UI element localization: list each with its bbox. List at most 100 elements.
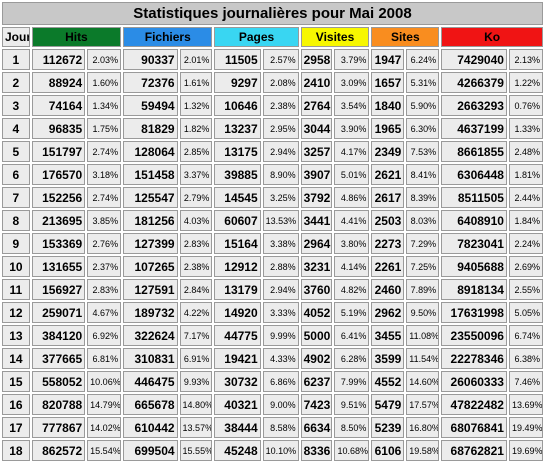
pages-percent-cell: 9.99% bbox=[262, 325, 299, 346]
pages-value-cell: 60607 bbox=[214, 210, 261, 231]
hits-percent-cell: 1.60% bbox=[87, 72, 122, 93]
ko-value-cell: 4637199 bbox=[441, 118, 507, 139]
hits-percent-cell: 3.18% bbox=[87, 164, 122, 185]
ko-value-cell: 7823041 bbox=[441, 233, 507, 254]
hits-percent-cell: 15.54% bbox=[87, 440, 122, 461]
ko-value-cell: 8511505 bbox=[441, 187, 507, 208]
sites-percent-cell: 7.53% bbox=[406, 141, 440, 162]
pages-value-cell: 30732 bbox=[214, 371, 261, 392]
pages-percent-cell: 8.58% bbox=[262, 417, 299, 438]
table-row: 8 213695 3.85% 181256 4.03% 60607 13.53% 3441 4.… bbox=[2, 210, 543, 231]
pages-percent-cell: 6.86% bbox=[262, 371, 299, 392]
table-row: 14 377665 6.81% 310831 6.91% 19421 4.33% 4902 6.… bbox=[2, 348, 543, 369]
ko-percent-cell: 1.81% bbox=[508, 164, 543, 185]
visites-value-cell: 4902 bbox=[300, 348, 333, 369]
day-cell: 10 bbox=[2, 256, 30, 277]
hits-value-cell: 88924 bbox=[31, 72, 86, 93]
fichiers-percent-cell: 6.91% bbox=[179, 348, 213, 369]
pages-percent-cell: 3.33% bbox=[262, 302, 299, 323]
sites-value-cell: 1840 bbox=[371, 95, 405, 116]
table-row: 5 151797 2.74% 128064 2.85% 13175 2.94% 3257 4.1… bbox=[2, 141, 543, 162]
hits-percent-cell: 3.85% bbox=[87, 210, 122, 231]
fichiers-value-cell: 665678 bbox=[123, 394, 178, 415]
ko-percent-cell: 7.46% bbox=[508, 371, 543, 392]
fichiers-percent-cell: 2.38% bbox=[179, 256, 213, 277]
sites-value-cell: 2261 bbox=[371, 256, 405, 277]
fichiers-percent-cell: 14.80% bbox=[179, 394, 213, 415]
fichiers-value-cell: 446475 bbox=[123, 371, 178, 392]
fichiers-percent-cell: 2.01% bbox=[179, 49, 213, 70]
hits-percent-cell: 6.81% bbox=[87, 348, 122, 369]
sites-percent-cell: 14.60% bbox=[406, 371, 440, 392]
ko-value-cell: 9405688 bbox=[441, 256, 507, 277]
pages-value-cell: 19421 bbox=[214, 348, 261, 369]
fichiers-percent-cell: 2.85% bbox=[179, 141, 213, 162]
table-row: 18 862572 15.54% 699504 15.55% 45248 10.10% 833… bbox=[2, 440, 543, 461]
fichiers-value-cell: 310831 bbox=[123, 348, 178, 369]
hits-percent-cell: 2.03% bbox=[87, 49, 122, 70]
pages-percent-cell: 2.94% bbox=[262, 141, 299, 162]
fichiers-value-cell: 125547 bbox=[123, 187, 178, 208]
pages-value-cell: 14545 bbox=[214, 187, 261, 208]
fichiers-percent-cell: 7.17% bbox=[179, 325, 213, 346]
fichiers-percent-cell: 13.57% bbox=[179, 417, 213, 438]
pages-value-cell: 13179 bbox=[214, 279, 261, 300]
hits-value-cell: 213695 bbox=[31, 210, 86, 231]
sites-percent-cell: 7.89% bbox=[406, 279, 440, 300]
day-cell: 15 bbox=[2, 371, 30, 392]
table-row: 1 112672 2.03% 90337 2.01% 11505 2.57% 2958 3.79… bbox=[2, 49, 543, 70]
day-cell: 16 bbox=[2, 394, 30, 415]
sites-percent-cell: 16.80% bbox=[406, 417, 440, 438]
day-cell: 5 bbox=[2, 141, 30, 162]
day-cell: 18 bbox=[2, 440, 30, 461]
fichiers-percent-cell: 1.61% bbox=[179, 72, 213, 93]
day-cell: 6 bbox=[2, 164, 30, 185]
hits-value-cell: 777867 bbox=[31, 417, 86, 438]
pages-percent-cell: 4.33% bbox=[262, 348, 299, 369]
ko-percent-cell: 2.69% bbox=[508, 256, 543, 277]
day-cell: 14 bbox=[2, 348, 30, 369]
visites-value-cell: 3760 bbox=[300, 279, 333, 300]
visites-value-cell: 2958 bbox=[300, 49, 333, 70]
fichiers-value-cell: 90337 bbox=[123, 49, 178, 70]
sites-value-cell: 3455 bbox=[371, 325, 405, 346]
sites-value-cell: 4552 bbox=[371, 371, 405, 392]
hits-percent-cell: 2.76% bbox=[87, 233, 122, 254]
ko-percent-cell: 1.22% bbox=[508, 72, 543, 93]
visites-percent-cell: 3.09% bbox=[334, 72, 370, 93]
pages-value-cell: 11505 bbox=[214, 49, 261, 70]
pages-percent-cell: 10.10% bbox=[262, 440, 299, 461]
visites-value-cell: 4052 bbox=[300, 302, 333, 323]
hits-value-cell: 112672 bbox=[31, 49, 86, 70]
hits-percent-cell: 1.75% bbox=[87, 118, 122, 139]
table-row: 7 152256 2.74% 125547 2.79% 14545 3.25% 3792 4.8… bbox=[2, 187, 543, 208]
pages-percent-cell: 2.94% bbox=[262, 279, 299, 300]
fichiers-percent-cell: 2.84% bbox=[179, 279, 213, 300]
header-visites: Visites bbox=[300, 27, 370, 47]
pages-percent-cell: 3.25% bbox=[262, 187, 299, 208]
table-row: 13 384120 6.92% 322624 7.17% 44775 9.99% 5000 6.… bbox=[2, 325, 543, 346]
fichiers-value-cell: 610442 bbox=[123, 417, 178, 438]
hits-value-cell: 820788 bbox=[31, 394, 86, 415]
visites-percent-cell: 4.41% bbox=[334, 210, 370, 231]
ko-value-cell: 68762821 bbox=[441, 440, 507, 461]
ko-percent-cell: 1.84% bbox=[508, 210, 543, 231]
sites-percent-cell: 11.08% bbox=[406, 325, 440, 346]
fichiers-value-cell: 322624 bbox=[123, 325, 178, 346]
header-jour: Jour bbox=[2, 27, 30, 47]
visites-percent-cell: 3.80% bbox=[334, 233, 370, 254]
ko-percent-cell: 2.13% bbox=[508, 49, 543, 70]
ko-percent-cell: 5.05% bbox=[508, 302, 543, 323]
sites-percent-cell: 17.57% bbox=[406, 394, 440, 415]
table-row: 11 156927 2.83% 127591 2.84% 13179 2.94% 3760 4.… bbox=[2, 279, 543, 300]
sites-value-cell: 2962 bbox=[371, 302, 405, 323]
sites-percent-cell: 19.58% bbox=[406, 440, 440, 461]
fichiers-percent-cell: 4.03% bbox=[179, 210, 213, 231]
sites-value-cell: 2617 bbox=[371, 187, 405, 208]
pages-value-cell: 14920 bbox=[214, 302, 261, 323]
hits-value-cell: 151797 bbox=[31, 141, 86, 162]
ko-percent-cell: 2.44% bbox=[508, 187, 543, 208]
fichiers-percent-cell: 4.22% bbox=[179, 302, 213, 323]
visites-value-cell: 5000 bbox=[300, 325, 333, 346]
